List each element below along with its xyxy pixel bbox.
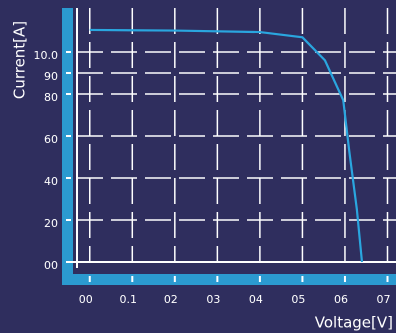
x-tick-label: 07 bbox=[376, 293, 390, 306]
y-tick-label: 90 bbox=[44, 70, 58, 83]
y-axis-title: Current[A] bbox=[11, 21, 29, 99]
x-axis-band bbox=[62, 274, 396, 285]
y-tick-label: 40 bbox=[44, 175, 58, 188]
x-tick-label: 00 bbox=[79, 293, 93, 306]
x-tick-label: 06 bbox=[334, 293, 348, 306]
y-tick-label: 20 bbox=[44, 217, 58, 230]
x-axis-title: Voltage[V] bbox=[315, 314, 393, 332]
x-tick-label: 04 bbox=[249, 293, 263, 306]
y-tick-label: 80 bbox=[44, 91, 58, 104]
y-axis-band bbox=[62, 8, 73, 285]
x-tick-label: 05 bbox=[291, 293, 305, 306]
line-series bbox=[89, 28, 364, 263]
x-tick-label: 03 bbox=[206, 293, 220, 306]
y-tick-label: 10.0 bbox=[34, 49, 59, 62]
y-tick-label: 60 bbox=[44, 133, 58, 146]
y-tick-label: 00 bbox=[44, 259, 58, 272]
x-tick-label: 0.1 bbox=[120, 293, 138, 306]
x-tick-label: 02 bbox=[164, 293, 178, 306]
